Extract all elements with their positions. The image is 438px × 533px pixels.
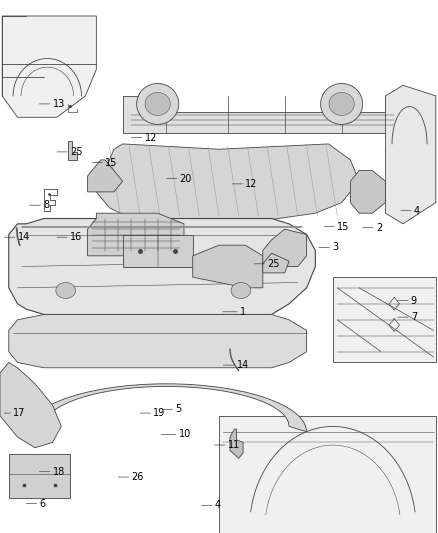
Polygon shape	[9, 454, 70, 498]
Text: 12: 12	[131, 133, 157, 142]
Text: 7: 7	[398, 312, 417, 322]
Text: 6: 6	[26, 499, 46, 508]
Polygon shape	[2, 16, 96, 117]
Text: 2: 2	[363, 223, 382, 232]
Text: 4: 4	[201, 500, 221, 510]
Text: 19: 19	[140, 408, 166, 418]
Text: 11: 11	[215, 440, 240, 450]
Text: 25: 25	[57, 147, 83, 157]
Text: 25: 25	[254, 259, 280, 269]
Text: 14: 14	[4, 232, 30, 242]
Polygon shape	[88, 160, 123, 192]
Text: 15: 15	[324, 222, 350, 231]
Ellipse shape	[231, 282, 251, 298]
Polygon shape	[88, 213, 184, 256]
Polygon shape	[219, 416, 436, 533]
Polygon shape	[263, 253, 289, 273]
Text: 16: 16	[57, 232, 82, 242]
Polygon shape	[123, 96, 403, 133]
Ellipse shape	[137, 84, 179, 124]
Text: 8: 8	[30, 200, 49, 210]
Polygon shape	[9, 314, 307, 368]
Text: 13: 13	[39, 99, 65, 109]
Text: 14: 14	[223, 360, 249, 370]
Ellipse shape	[145, 92, 170, 116]
Text: 18: 18	[39, 467, 65, 477]
Polygon shape	[9, 219, 315, 314]
Polygon shape	[230, 429, 243, 458]
Polygon shape	[0, 362, 61, 448]
Polygon shape	[263, 229, 307, 266]
Ellipse shape	[329, 92, 354, 116]
Text: 15: 15	[92, 158, 117, 167]
Polygon shape	[193, 245, 263, 288]
Text: 5: 5	[162, 405, 181, 414]
Text: 4: 4	[401, 206, 420, 215]
Polygon shape	[385, 85, 436, 224]
Text: 26: 26	[118, 472, 144, 482]
Text: 1: 1	[223, 307, 246, 317]
Polygon shape	[333, 277, 436, 362]
Text: 12: 12	[232, 179, 258, 189]
Polygon shape	[68, 141, 77, 160]
Ellipse shape	[56, 282, 76, 298]
Text: 10: 10	[161, 430, 191, 439]
Text: 3: 3	[319, 243, 338, 252]
Text: 20: 20	[166, 174, 192, 183]
Polygon shape	[26, 384, 307, 432]
Polygon shape	[96, 144, 359, 224]
Text: 9: 9	[398, 296, 417, 305]
Polygon shape	[123, 235, 193, 266]
Polygon shape	[350, 171, 385, 213]
Text: 17: 17	[4, 408, 25, 418]
Ellipse shape	[321, 84, 363, 124]
